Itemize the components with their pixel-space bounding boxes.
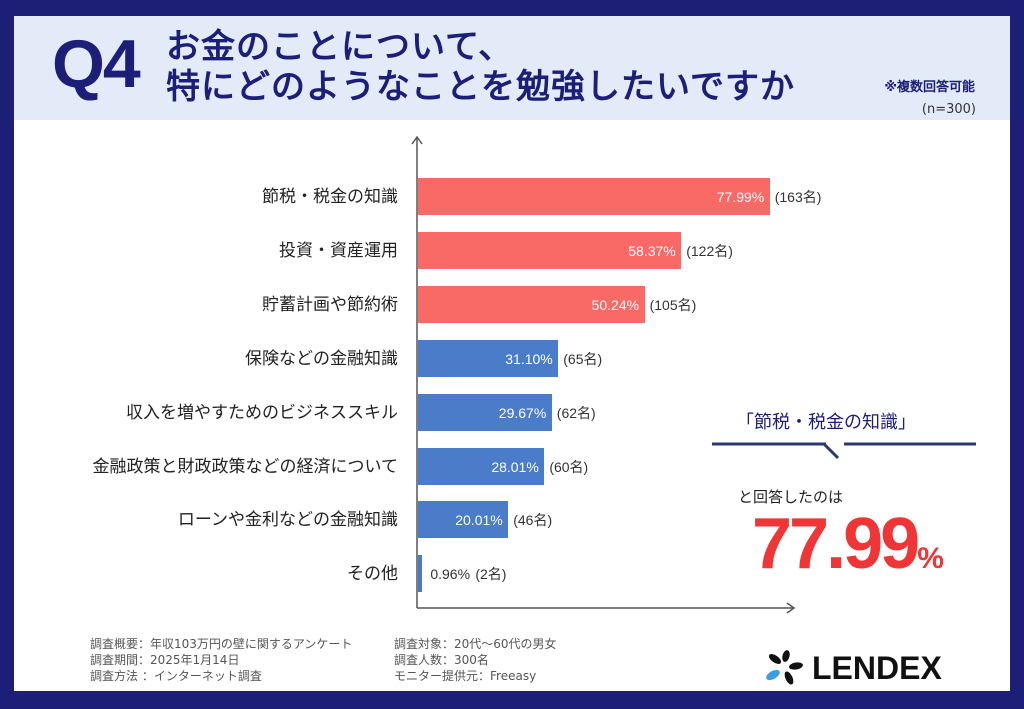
- x-axis-arrow-icon: [786, 602, 796, 614]
- question-title-line-1: お金のことについて、: [166, 27, 514, 67]
- bar: [418, 339, 559, 377]
- bar: [418, 447, 545, 485]
- bar: [418, 555, 423, 593]
- category-label: ローンや金利などの金融知識: [177, 510, 398, 531]
- value-label: 31.10%: [505, 350, 553, 367]
- survey-target: 調査対象：20代～60代の男女: [394, 637, 557, 651]
- survey-info-left: 調査概要：年収103万円の壁に関するアンケート 調査期間：2025年1月14日 …: [90, 636, 352, 684]
- category-label: 金融政策と財政政策などの経済について: [92, 456, 399, 477]
- callout-title: 「節税・税金の知識」: [736, 412, 916, 433]
- value-label: 20.01%: [455, 512, 503, 529]
- callout-bracket: [712, 442, 976, 460]
- multiple-answer-note: ※複数回答可能: [884, 80, 975, 95]
- value-label: 58.37%: [628, 242, 676, 259]
- callout-unit: %: [917, 542, 944, 575]
- sample-size: (n=300): [921, 102, 976, 117]
- count-label: (65名): [563, 350, 603, 367]
- count-label: (46名): [513, 512, 553, 529]
- survey-count: 調査人数：300名: [394, 653, 489, 667]
- callout-number: 77.99: [752, 504, 920, 584]
- infographic-frame: Q4 お金のことについて、 特にどのようなことを勉強したいですか ※複数回答可能…: [14, 16, 1010, 691]
- survey-overview: 調査概要：年収103万円の壁に関するアンケート: [90, 637, 353, 651]
- category-label: 投資・資産運用: [279, 240, 398, 261]
- value-label: 0.96%: [430, 566, 471, 583]
- lendex-logo: LENDEX: [764, 646, 942, 690]
- count-label: (122名): [686, 242, 733, 259]
- question-number: Q4: [52, 26, 141, 102]
- bar: [418, 285, 645, 323]
- y-axis-arrow-icon: [411, 135, 423, 145]
- category-label: 保険などの金融知識: [245, 348, 398, 369]
- count-label: (2名): [475, 566, 507, 583]
- question-title: お金のことについて、 特にどのようなことを勉強したいですか: [166, 27, 795, 107]
- lendex-logo-text: LENDEX: [812, 649, 942, 686]
- category-label: 節税・税金の知識: [262, 187, 398, 207]
- survey-info-right: 調査対象：20代～60代の男女 調査人数：300名 モニター提供元：Freeas…: [394, 636, 557, 684]
- survey-method: 調査方法 ：インターネット調査: [90, 669, 262, 683]
- category-label: 収入を増やすためのビジネススキル: [126, 402, 398, 423]
- value-label: 50.24%: [591, 296, 640, 313]
- count-label: (62名): [556, 404, 596, 421]
- header-band: Q4 お金のことについて、 特にどのようなことを勉強したいですか ※複数回答可能…: [14, 16, 1010, 120]
- question-title-line-2: 特にどのようなことを勉強したいですか: [166, 67, 795, 107]
- bar: [418, 178, 770, 215]
- count-label: (60名): [549, 458, 589, 475]
- callout-value: 77.99%: [752, 504, 944, 599]
- bar-chart: 節税・税金の知識 77.99% (163名) 投資・資産運用 58.37% (122名) 貯…: [14, 16, 1010, 691]
- value-label: 28.01%: [491, 458, 539, 475]
- count-label: (105名): [649, 296, 697, 313]
- lendex-flower-icon: [766, 650, 803, 685]
- bar: [418, 393, 552, 431]
- chart-axes: [411, 135, 796, 614]
- category-label: 貯蓄計画や節約術: [262, 294, 398, 315]
- count-label: (163名): [774, 189, 822, 205]
- value-label: 77.99%: [716, 189, 765, 205]
- bar: [418, 231, 682, 269]
- value-label: 29.67%: [498, 404, 547, 421]
- category-label: その他: [347, 564, 398, 585]
- callout-subtitle: と回答したのは: [738, 488, 844, 506]
- survey-period: 調査期間：2025年1月14日: [90, 653, 240, 667]
- bar: [418, 501, 509, 539]
- survey-provider: モニター提供元：Freeasy: [394, 669, 537, 683]
